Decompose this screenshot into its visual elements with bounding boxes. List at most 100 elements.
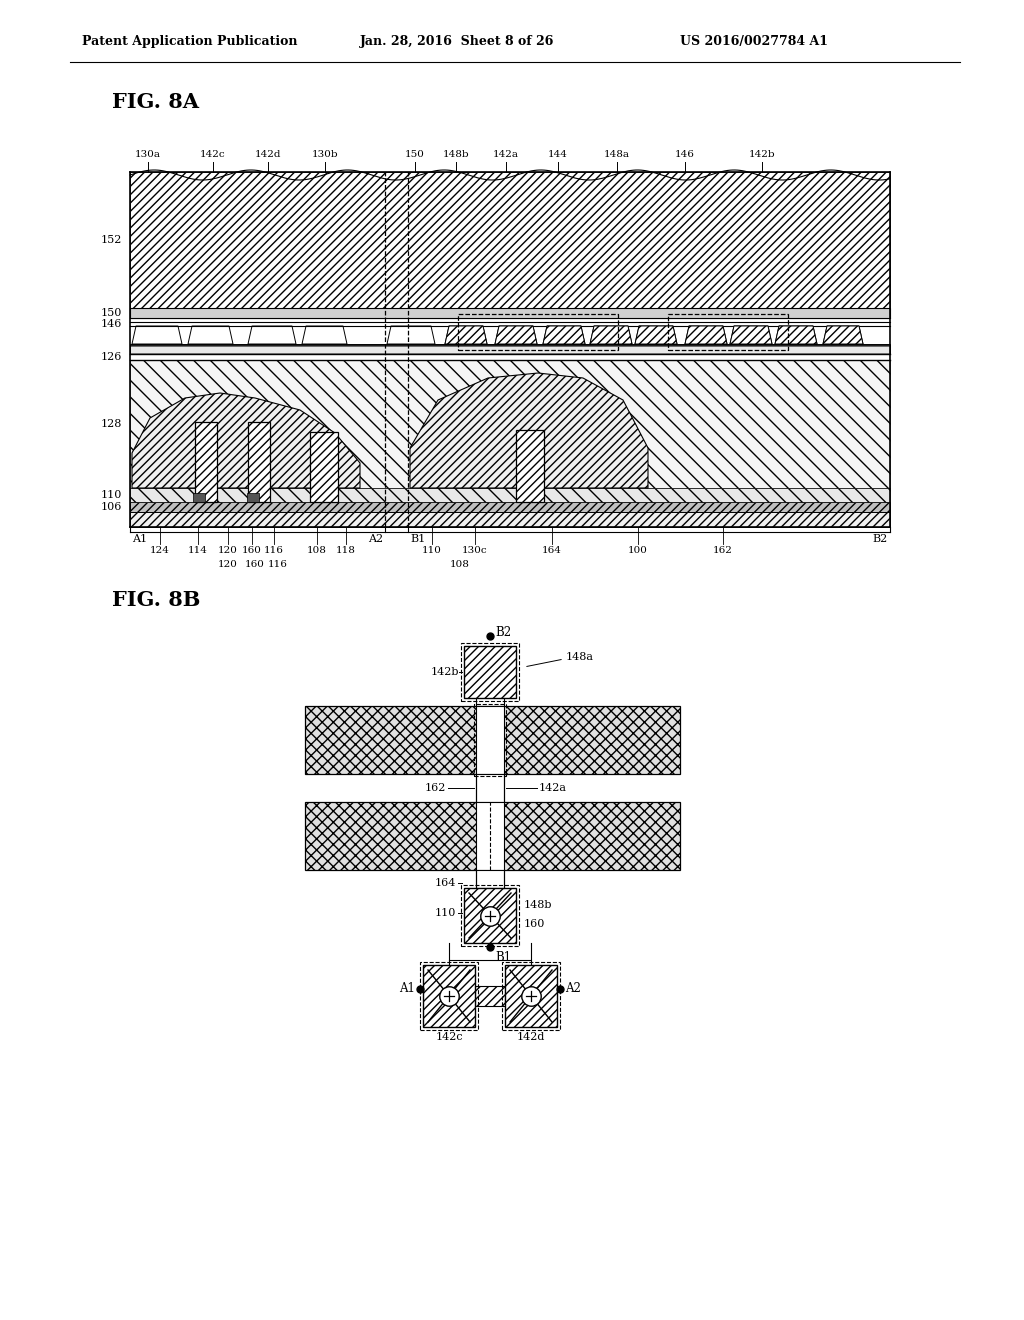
Text: US 2016/0027784 A1: US 2016/0027784 A1 [680,36,828,49]
Text: 142a: 142a [539,783,567,793]
Text: 142b: 142b [430,667,459,677]
Text: 148a: 148a [604,150,630,158]
Polygon shape [495,326,537,345]
Bar [130,354,890,360]
Bar [516,430,544,502]
Text: 152: 152 [100,235,122,246]
Polygon shape [387,326,435,345]
Polygon shape [188,326,233,345]
Text: A2: A2 [565,982,581,995]
Bar [195,422,217,502]
Bar [247,492,259,502]
Polygon shape [590,326,632,345]
Text: 150: 150 [100,308,122,318]
Text: 110: 110 [422,546,442,554]
Text: 106: 106 [100,502,122,512]
Polygon shape [775,326,817,345]
Text: B2: B2 [495,626,511,639]
Polygon shape [635,326,677,345]
Bar [420,962,478,1030]
Text: 162: 162 [713,546,733,554]
Bar [423,965,475,1027]
Bar [305,706,680,774]
Text: 148b: 148b [524,899,553,909]
Text: 110: 110 [434,908,456,917]
Polygon shape [823,326,863,345]
Bar [668,314,788,350]
Text: 142d: 142d [517,1032,545,1041]
Polygon shape [495,326,537,345]
Bar [475,986,505,1006]
Polygon shape [132,326,182,345]
Bar [310,432,338,502]
Text: Patent Application Publication: Patent Application Publication [82,36,298,49]
Polygon shape [775,326,817,345]
Polygon shape [685,326,727,345]
Text: 162: 162 [425,783,446,793]
Text: Jan. 28, 2016  Sheet 8 of 26: Jan. 28, 2016 Sheet 8 of 26 [360,36,554,49]
Polygon shape [685,326,727,345]
Text: 148b: 148b [442,150,469,158]
Text: 160: 160 [245,560,265,569]
Text: 126: 126 [100,352,122,362]
Text: 114: 114 [188,546,208,554]
Polygon shape [410,374,648,488]
Text: 120: 120 [218,560,238,569]
Bar [461,643,519,701]
Text: 144: 144 [548,150,568,158]
Text: A2: A2 [368,535,383,544]
Text: 160: 160 [242,546,262,554]
Bar [476,803,504,870]
Text: 164: 164 [542,546,562,554]
Text: B1: B1 [495,950,511,964]
Text: 108: 108 [451,560,470,569]
Bar [505,965,557,1027]
Bar [130,345,890,354]
Polygon shape [445,326,487,345]
Text: 146: 146 [675,150,695,158]
Text: 164: 164 [434,878,456,888]
Polygon shape [823,326,863,345]
Polygon shape [635,326,677,345]
Text: 116: 116 [268,560,288,569]
Polygon shape [543,326,585,345]
Text: 142b: 142b [749,150,775,158]
Polygon shape [543,326,585,345]
Text: 100: 100 [628,546,648,554]
Bar [461,884,519,946]
Polygon shape [730,326,772,345]
Text: 142a: 142a [493,150,519,158]
Bar [502,962,560,1030]
Text: 108: 108 [307,546,327,554]
Text: 128: 128 [100,418,122,429]
Text: 142c: 142c [435,1032,463,1041]
Polygon shape [730,326,772,345]
Text: 130a: 130a [135,150,161,158]
Text: B1: B1 [410,535,425,544]
Bar [130,172,890,308]
Bar [464,888,516,942]
Text: 142d: 142d [255,150,282,158]
Text: A1: A1 [132,535,147,544]
Polygon shape [590,326,632,345]
Bar [130,512,890,527]
Bar [305,803,680,870]
Text: 148a: 148a [566,652,594,663]
Text: B2: B2 [872,535,888,544]
Text: 124: 124 [151,546,170,554]
Text: 160: 160 [524,919,546,929]
Bar [464,645,516,698]
Text: 130c: 130c [462,546,487,554]
Bar [476,870,504,888]
Text: 130b: 130b [311,150,338,158]
Bar [130,360,890,488]
Bar [193,492,205,502]
Bar [248,422,270,502]
Polygon shape [302,326,347,345]
Bar [130,488,890,502]
Bar [130,308,890,318]
Bar [458,314,618,350]
Text: A1: A1 [399,982,415,995]
Text: 142c: 142c [200,150,226,158]
Text: 118: 118 [336,546,356,554]
